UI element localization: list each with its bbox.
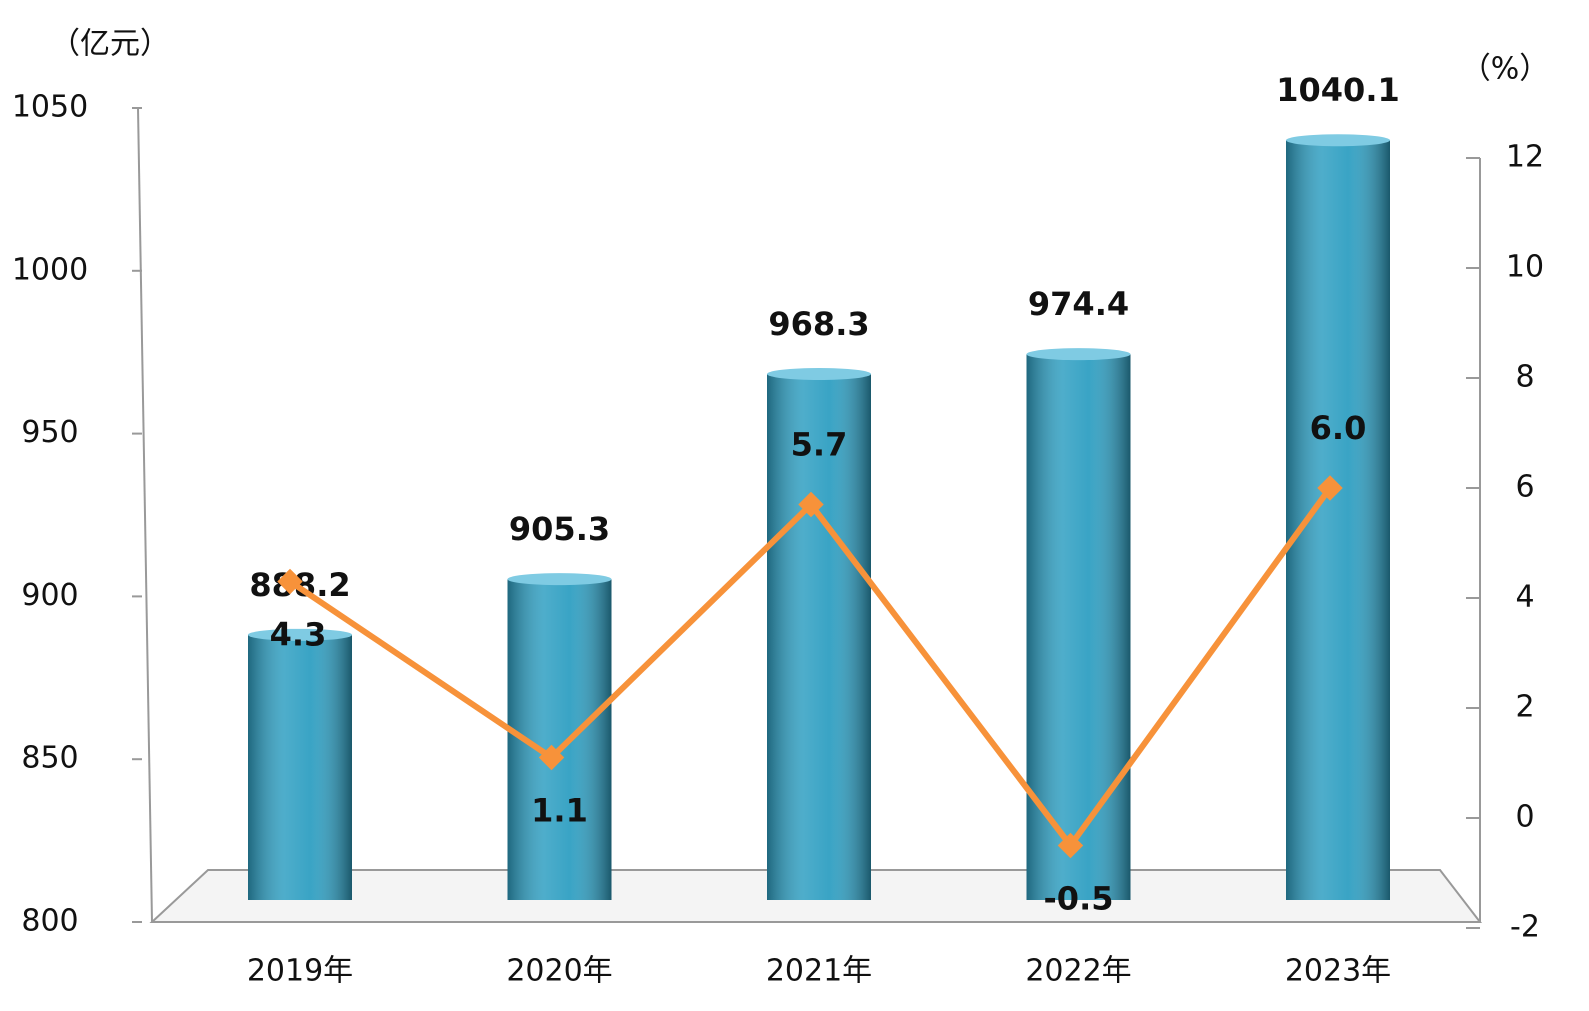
x-tick-label: 2020年 xyxy=(506,954,612,989)
y-tick-label: 1050 xyxy=(12,90,88,125)
bar-top xyxy=(248,628,352,641)
y-tick-label: 950 xyxy=(21,415,78,450)
bar-value-label: 1040.1 xyxy=(1276,71,1399,109)
line-marker xyxy=(277,568,303,595)
bar-shade xyxy=(248,634,352,900)
bar-top xyxy=(1286,134,1390,147)
y-tick-label: 900 xyxy=(21,578,78,613)
line-value-label: 1.1 xyxy=(531,792,588,830)
bar-value-label: 905.3 xyxy=(509,510,610,548)
line-value-label: -0.5 xyxy=(1044,880,1114,918)
y2-axis-label: （%） xyxy=(1461,52,1550,87)
y-axis xyxy=(137,107,153,923)
x-tick-label: 2023年 xyxy=(1285,954,1391,989)
bar-top xyxy=(507,573,612,586)
y2-tick-label: 6 xyxy=(1515,470,1534,505)
y2-tick-label: 2 xyxy=(1515,690,1534,725)
y2-tick-label: 8 xyxy=(1515,360,1534,395)
y2-tick-label: 10 xyxy=(1506,250,1544,285)
y2-tick-label: 4 xyxy=(1515,580,1534,615)
line-marker xyxy=(798,491,824,518)
y-tick-label: 850 xyxy=(21,741,78,776)
line-value-label: 6.0 xyxy=(1310,409,1367,447)
bar-shade xyxy=(1026,354,1131,901)
y2-tick-label: -2 xyxy=(1510,910,1540,945)
bar-top xyxy=(767,368,871,381)
x-tick-label: 2021年 xyxy=(766,954,872,989)
x-tick-label: 2019年 xyxy=(247,954,353,989)
line-value-label: 5.7 xyxy=(791,426,848,464)
x-tick-label: 2022年 xyxy=(1025,954,1131,989)
bar-top xyxy=(1026,348,1131,361)
y-tick-label: 1000 xyxy=(12,252,88,287)
bar-value-label: 968.3 xyxy=(768,305,869,343)
y2-tick-label: 0 xyxy=(1515,800,1534,835)
bar-shade xyxy=(1286,140,1390,901)
y2-tick-label: 12 xyxy=(1506,140,1544,175)
line-value-label: 4.3 xyxy=(270,616,327,654)
bar-value-label: 974.4 xyxy=(1028,285,1129,323)
y-tick-label: 800 xyxy=(21,904,78,939)
y-axis-label: （亿元） xyxy=(50,27,170,62)
line-marker xyxy=(538,744,565,771)
bar-shade xyxy=(767,374,871,900)
